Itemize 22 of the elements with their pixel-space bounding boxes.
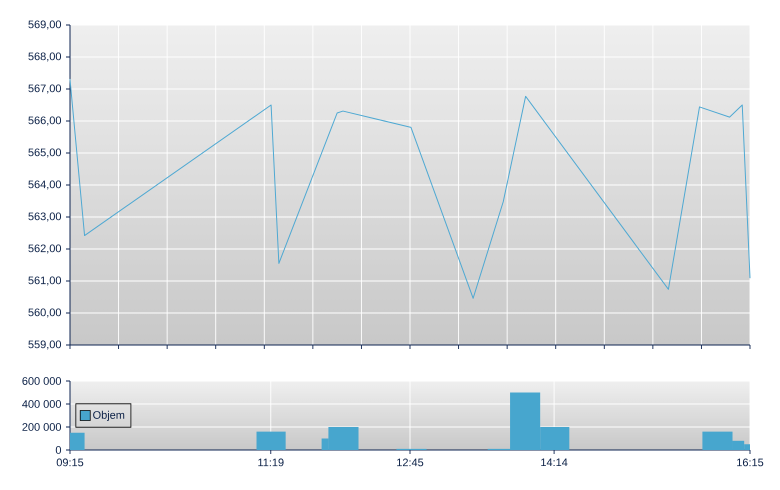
x-tick-label: 16:15 xyxy=(737,458,764,466)
y-tick-label: 0 xyxy=(56,446,62,454)
y-tick-label: 561,00 xyxy=(28,276,62,286)
y-tick-label: 562,00 xyxy=(28,244,62,254)
y-tick-label: 568,00 xyxy=(28,52,62,62)
y-tick-label: 563,00 xyxy=(28,212,62,222)
series-label: Objem xyxy=(93,410,124,421)
y-tick-label: 565,00 xyxy=(28,148,62,158)
y-tick-label: 566,00 xyxy=(28,116,62,126)
line-series xyxy=(70,78,751,299)
y-tick-label: 569,00 xyxy=(28,20,62,30)
x-tick-label: 11:19 xyxy=(258,458,284,466)
y-tick-label: 567,00 xyxy=(28,84,62,94)
y-tick-label: 560,00 xyxy=(28,308,62,318)
y-tick-label: 564,00 xyxy=(28,180,62,190)
y-tick-label: 559,00 xyxy=(28,340,62,350)
x-tick-label: 14:14 xyxy=(541,458,568,466)
y-tick-label: 200 000 xyxy=(22,423,62,431)
x-tick-label: 12:45 xyxy=(397,458,424,466)
x-tick-label: 09:15 xyxy=(56,458,84,466)
y-tick-label: 400 000 xyxy=(22,400,62,408)
y-tick-label: 600 000 xyxy=(22,377,62,385)
